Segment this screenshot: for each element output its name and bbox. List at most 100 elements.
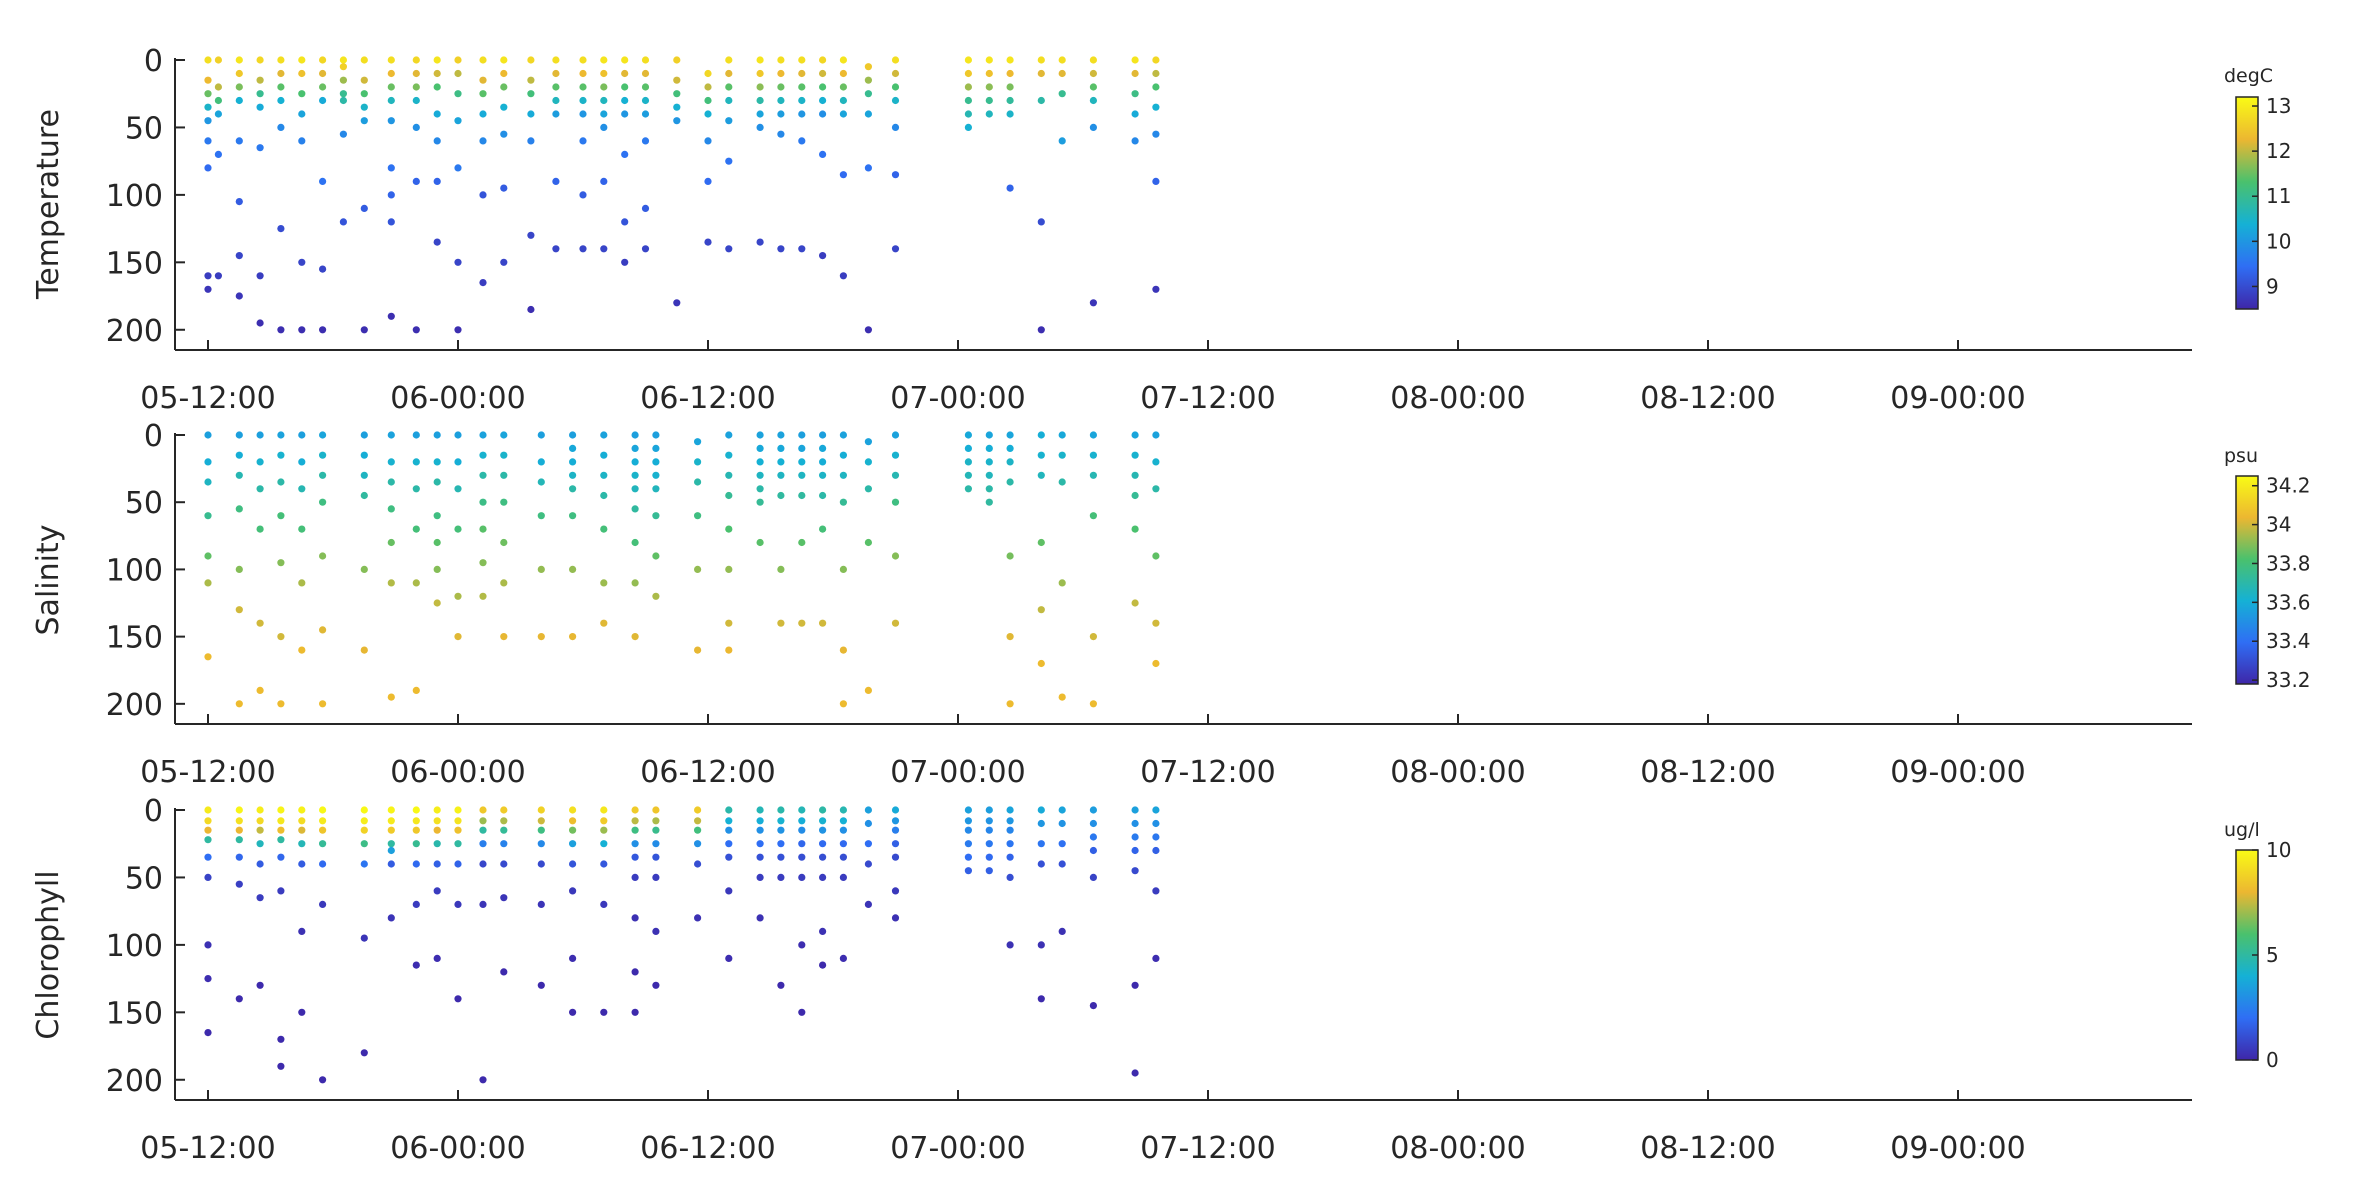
data-point bbox=[694, 840, 702, 848]
temperature-panel: Temperature 0 50 100 150 200 05-12:00 06-00:00 0… bbox=[31, 44, 2291, 416]
data-point bbox=[725, 69, 733, 78]
data-point bbox=[319, 840, 327, 848]
data-point bbox=[298, 646, 306, 654]
data-point bbox=[1152, 177, 1160, 185]
data-point bbox=[527, 90, 535, 98]
colorbar-tick-label: 9 bbox=[2266, 274, 2279, 298]
data-point bbox=[652, 826, 660, 834]
data-point bbox=[277, 826, 285, 834]
data-point bbox=[1006, 69, 1014, 78]
data-point bbox=[204, 478, 212, 486]
data-point bbox=[839, 56, 848, 64]
data-point bbox=[1089, 1002, 1097, 1010]
data-point bbox=[1058, 69, 1066, 78]
data-point bbox=[819, 83, 827, 91]
data-point bbox=[1058, 56, 1066, 64]
colorbar-tick-label: 33.2 bbox=[2266, 668, 2311, 692]
data-point bbox=[204, 853, 212, 861]
data-point bbox=[360, 565, 368, 574]
data-point bbox=[277, 817, 285, 825]
data-point bbox=[204, 806, 212, 814]
data-point bbox=[500, 538, 508, 547]
data-point bbox=[569, 840, 577, 848]
data-point bbox=[621, 83, 629, 91]
data-point bbox=[1006, 184, 1014, 192]
data-point bbox=[725, 117, 733, 125]
data-point bbox=[1131, 110, 1139, 118]
data-point bbox=[412, 840, 420, 848]
data-point bbox=[360, 431, 368, 439]
data-point bbox=[500, 840, 508, 848]
data-point bbox=[1089, 451, 1097, 459]
colorbar bbox=[2235, 475, 2259, 685]
data-point bbox=[360, 840, 368, 848]
x-tick-label: 06-12:00 bbox=[640, 381, 775, 416]
data-points bbox=[204, 56, 1160, 334]
data-point bbox=[1131, 137, 1139, 145]
data-point bbox=[214, 56, 222, 64]
data-point bbox=[204, 76, 212, 84]
data-point bbox=[339, 63, 347, 71]
x-tick-label: 09-00:00 bbox=[1890, 1131, 2025, 1166]
data-point bbox=[454, 860, 462, 868]
x-tick-label: 05-12:00 bbox=[140, 381, 275, 416]
data-point bbox=[500, 633, 508, 641]
data-point bbox=[777, 444, 785, 452]
data-point bbox=[454, 56, 462, 64]
data-point bbox=[673, 117, 681, 125]
data-point bbox=[500, 451, 508, 459]
data-point bbox=[204, 579, 212, 587]
x-tick-label: 08-00:00 bbox=[1390, 381, 1525, 416]
data-point bbox=[235, 836, 243, 844]
data-point bbox=[1037, 941, 1045, 949]
data-point bbox=[631, 485, 639, 493]
data-point bbox=[433, 806, 441, 814]
data-point bbox=[433, 431, 441, 439]
data-point bbox=[1131, 90, 1139, 98]
data-point bbox=[891, 245, 900, 253]
data-point bbox=[1152, 485, 1160, 493]
data-point bbox=[798, 56, 806, 64]
data-point bbox=[1006, 700, 1014, 708]
y-axis-label: Salinity bbox=[31, 525, 66, 636]
x-tick-label: 08-00:00 bbox=[1390, 755, 1525, 790]
data-point bbox=[631, 505, 639, 513]
data-point bbox=[552, 245, 560, 253]
data-point bbox=[319, 700, 327, 708]
data-point bbox=[479, 900, 487, 909]
data-point bbox=[277, 1035, 285, 1043]
data-point bbox=[1037, 860, 1045, 868]
data-point bbox=[1131, 1069, 1139, 1077]
data-point bbox=[777, 853, 785, 861]
data-point bbox=[527, 305, 535, 314]
data-point bbox=[1058, 451, 1066, 459]
data-point bbox=[204, 512, 212, 520]
data-point bbox=[652, 458, 660, 466]
data-point bbox=[985, 840, 993, 848]
data-point bbox=[412, 56, 420, 64]
data-point bbox=[777, 110, 785, 118]
data-point bbox=[537, 817, 545, 825]
x-tick-label: 06-12:00 bbox=[640, 1131, 775, 1166]
data-point bbox=[298, 258, 306, 266]
data-point bbox=[500, 806, 508, 814]
data-point bbox=[891, 431, 900, 439]
data-point bbox=[777, 873, 785, 882]
data-point bbox=[433, 860, 441, 868]
data-point bbox=[1006, 941, 1014, 949]
data-point bbox=[256, 860, 264, 868]
data-point bbox=[319, 860, 327, 868]
data-point bbox=[360, 826, 368, 834]
data-point bbox=[579, 96, 587, 105]
data-point bbox=[579, 56, 587, 64]
data-point bbox=[1131, 525, 1139, 533]
data-point bbox=[891, 826, 900, 834]
data-point bbox=[725, 840, 733, 848]
data-point bbox=[819, 826, 827, 834]
data-point bbox=[864, 538, 873, 547]
data-point bbox=[839, 646, 848, 654]
data-point bbox=[1131, 819, 1139, 828]
data-point bbox=[569, 471, 577, 479]
data-point bbox=[641, 110, 650, 118]
colorbar-tick-label: 33.4 bbox=[2266, 629, 2311, 653]
